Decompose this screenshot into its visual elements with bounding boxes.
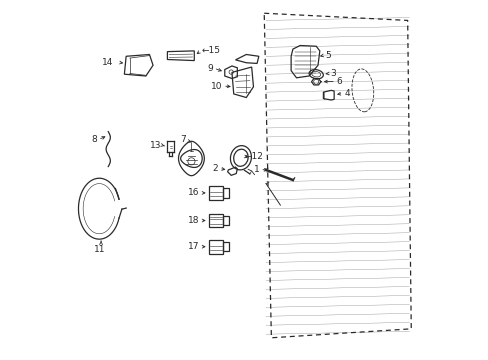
Text: 11: 11 — [93, 245, 105, 254]
Text: 13: 13 — [149, 141, 161, 150]
Text: 6: 6 — [336, 77, 342, 86]
Bar — [208, 214, 223, 227]
Text: 17: 17 — [188, 242, 199, 251]
Text: 8: 8 — [92, 135, 97, 144]
Text: 18: 18 — [188, 216, 199, 225]
Text: 10: 10 — [210, 82, 222, 91]
Bar — [208, 240, 223, 253]
Bar — [223, 188, 228, 198]
Text: 2: 2 — [212, 164, 218, 173]
Bar — [223, 216, 228, 225]
Text: 9: 9 — [207, 64, 212, 73]
Text: 7: 7 — [180, 135, 186, 144]
Text: 14: 14 — [102, 58, 113, 67]
Bar — [208, 186, 223, 200]
Bar — [223, 242, 228, 251]
Text: 16: 16 — [188, 188, 199, 197]
Text: 1: 1 — [253, 165, 259, 174]
Text: ←15: ←15 — [201, 46, 220, 55]
Text: 4: 4 — [344, 89, 349, 98]
Text: ←12: ←12 — [244, 152, 263, 161]
Text: 3: 3 — [329, 69, 335, 78]
Text: 5: 5 — [325, 51, 330, 60]
